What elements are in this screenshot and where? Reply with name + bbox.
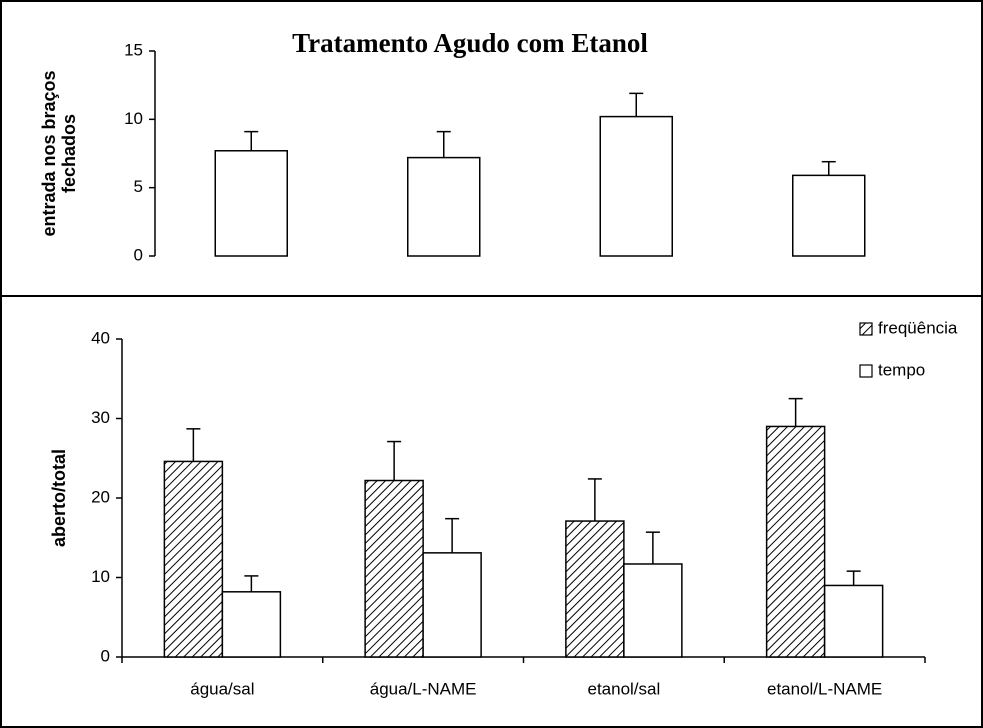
bar: [221, 591, 282, 658]
y-axis-label: fechados: [59, 114, 79, 193]
y-tick-label: 5: [134, 177, 143, 196]
x-tick-label: etanol/L-NAME: [767, 679, 882, 698]
y-tick-label: 20: [91, 487, 110, 506]
legend-swatch: [859, 322, 873, 336]
bar: [364, 479, 424, 658]
chart-title: Tratamento Agudo com Etanol: [292, 28, 648, 58]
y-tick-label: 30: [91, 408, 110, 427]
y-tick-label: 15: [124, 40, 143, 59]
bar: [623, 563, 683, 658]
y-axis-label: entrada nos braços: [39, 70, 59, 236]
y-tick-label: 10: [91, 567, 110, 586]
bar: [163, 460, 224, 658]
bar: [823, 584, 884, 658]
x-tick-label: água/L-NAME: [370, 679, 477, 698]
bar: [422, 552, 482, 658]
legend-swatch: [859, 364, 873, 378]
y-tick-label: 0: [101, 646, 110, 665]
bar: [599, 115, 673, 257]
y-tick-label: 10: [124, 109, 143, 128]
x-tick-label: água/sal: [190, 679, 254, 698]
y-axis-label: aberto/total: [49, 449, 69, 547]
legend-label: freqüência: [878, 318, 958, 337]
bar: [407, 156, 481, 257]
bar: [765, 425, 826, 658]
y-tick-label: 40: [91, 328, 110, 347]
legend-label: tempo: [878, 360, 925, 379]
bar: [214, 150, 288, 257]
y-tick-label: 0: [134, 245, 143, 264]
bar: [565, 520, 625, 658]
bar: [792, 174, 866, 257]
x-tick-label: etanol/sal: [587, 679, 660, 698]
